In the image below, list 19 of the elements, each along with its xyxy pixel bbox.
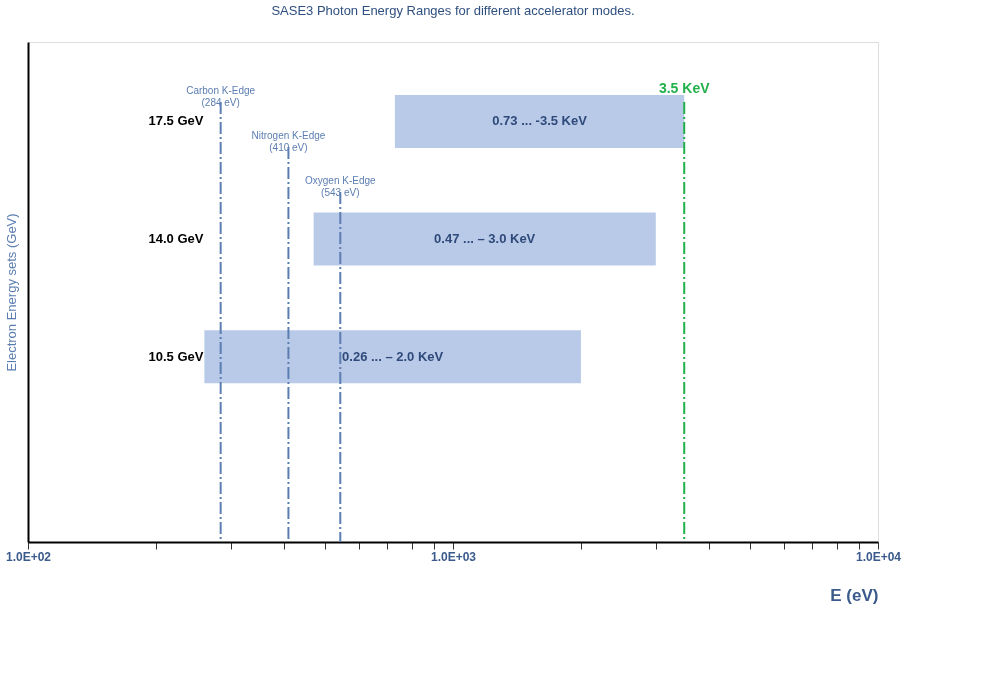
y-tick-label: 14.0 GeV (148, 231, 204, 247)
y-tick-label: 17.5 GeV (148, 113, 204, 129)
ref-line-label: Oxygen K-Edge (543 eV) (304, 175, 377, 198)
bar (204, 330, 581, 384)
x-axis-title: E (eV) (830, 585, 879, 605)
x-tick-label: 1.0E+03 (430, 549, 477, 564)
ref-line-label: 3.5 KeV (658, 80, 711, 96)
y-tick-label: 10.5 GeV (148, 348, 204, 364)
x-tick-label: 1.0E+04 (855, 549, 902, 564)
ref-line-label: Nitrogen K-Edge (410 eV) (251, 130, 326, 153)
annotation: 0.73 ... -3.5 KeV (492, 113, 588, 129)
bar (394, 94, 685, 148)
annotation: 0.47 ... – 3.0 KeV (434, 231, 536, 247)
chart-title: SASE3 Photon Energy Ranges for different accelerator modes. (271, 3, 635, 18)
ref-line-label: Carbon K-Edge (284 eV) (186, 85, 256, 108)
annotation: 0.26 ... – 2.0 KeV (342, 348, 444, 364)
y-axis-title: Electron Energy sets (GeV) (3, 213, 19, 372)
bar (313, 212, 656, 266)
x-tick-label: 1.0E+02 (5, 549, 52, 564)
